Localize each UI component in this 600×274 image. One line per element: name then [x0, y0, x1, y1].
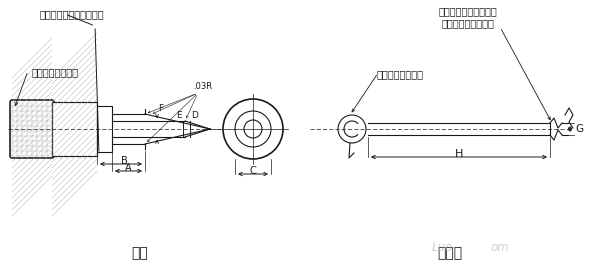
Text: 量规销: 量规销: [437, 246, 463, 260]
Text: A: A: [125, 163, 132, 173]
Circle shape: [244, 120, 262, 138]
Text: 量规: 量规: [131, 246, 148, 260]
FancyBboxPatch shape: [10, 100, 54, 158]
Text: G: G: [575, 124, 583, 134]
Text: om: om: [490, 241, 509, 254]
Text: Luo: Luo: [432, 241, 453, 254]
Text: 用于绑量规销的孔: 用于绑量规销的孔: [32, 67, 79, 77]
Text: H: H: [455, 149, 463, 159]
Bar: [52, 102, 97, 156]
Bar: [52, 102, 97, 156]
Text: 此面以外的形式是随意的: 此面以外的形式是随意的: [40, 9, 104, 19]
Text: 在此长度范围内必须保: 在此长度范围内必须保: [439, 6, 497, 16]
Circle shape: [338, 115, 366, 143]
Circle shape: [223, 99, 283, 159]
Circle shape: [235, 111, 271, 147]
Text: .03R: .03R: [193, 82, 212, 91]
Text: B: B: [121, 156, 127, 166]
Text: D: D: [191, 111, 198, 120]
Text: C: C: [250, 166, 256, 176]
Bar: [97, 106, 112, 152]
Text: E: E: [176, 111, 182, 120]
Text: 可选择的头部形状: 可选择的头部形状: [377, 69, 424, 79]
Text: 证销的圆度和直线度: 证销的圆度和直线度: [442, 18, 494, 28]
Text: F: F: [158, 104, 163, 113]
